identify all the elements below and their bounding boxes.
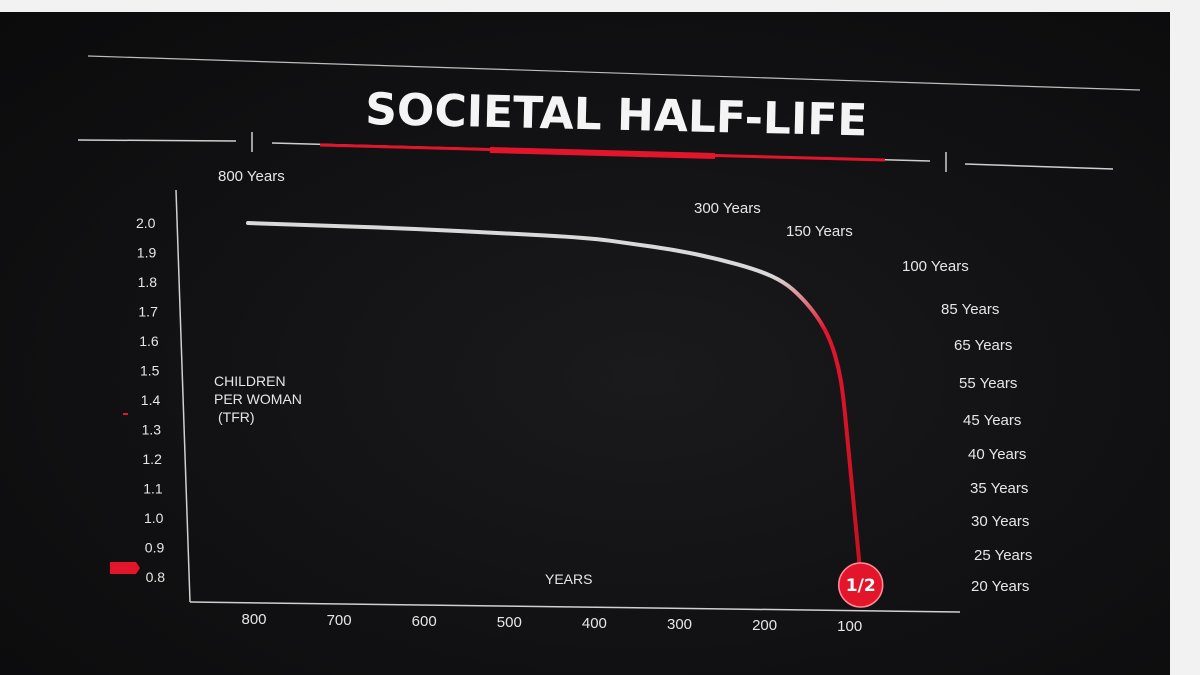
y-axis-label: CHILDREN PER WOMAN (TFR) — [214, 373, 302, 425]
half-life-label: 20 Years — [971, 578, 1029, 595]
y-tick-label: 1.0 — [144, 510, 164, 526]
y-axis-label-line-2: PER WOMAN — [214, 391, 302, 407]
chart-svg: SOCIETAL HALF-LIFE 2.0 1.9 1.8 1.7 1.6 1.5 1.4… — [77, 55, 1141, 635]
x-tick-label: 400 — [582, 615, 607, 632]
screen: SOCIETAL HALF-LIFE 2.0 1.9 1.8 1.7 1.6 1.5 1.4… — [0, 12, 1170, 675]
half-life-marker-circle — [837, 562, 884, 608]
half-life-label: 55 Years — [959, 375, 1017, 392]
x-tick-labels: 800 700 600 500 400 300 200 100 — [241, 611, 862, 635]
half-life-label: 300 Years — [694, 200, 761, 217]
y-tick-label: 1.7 — [138, 304, 158, 320]
y-tick-label: 1.1 — [143, 481, 163, 497]
half-life-marker: 1/2 — [837, 562, 884, 608]
y-tick-label: 2.0 — [136, 215, 156, 231]
half-life-label: 800 Years — [218, 168, 285, 185]
frame-top-rule — [87, 55, 1141, 91]
y-tick-label: 1.5 — [140, 363, 160, 379]
x-tick-label: 800 — [241, 611, 266, 628]
half-life-label: 65 Years — [954, 337, 1012, 354]
y-tick-label: 0.9 — [145, 540, 165, 556]
x-axis-label: YEARS — [545, 571, 592, 587]
half-life-label: 85 Years — [941, 301, 999, 318]
x-tick-label: 700 — [327, 612, 352, 629]
y-small-red-tick — [123, 413, 128, 415]
half-life-label: 100 Years — [902, 258, 969, 275]
x-tick-label: 500 — [497, 614, 522, 631]
x-tick-label: 100 — [837, 618, 862, 635]
y-tick-label: 1.4 — [141, 392, 161, 408]
half-life-label: 45 Years — [963, 412, 1021, 429]
half-life-label: 25 Years — [974, 547, 1032, 564]
y-indicator-marker — [110, 562, 140, 574]
half-life-labels: 800 Years 300 Years 150 Years 100 Years … — [218, 168, 1032, 595]
title-rule-left — [77, 139, 237, 142]
half-life-label: 150 Years — [786, 223, 853, 240]
half-life-label: 35 Years — [970, 480, 1028, 497]
chart-title: SOCIETAL HALF-LIFE — [365, 84, 868, 146]
y-tick-label: 1.6 — [139, 333, 159, 349]
y-tick-label: 1.3 — [142, 422, 162, 438]
title-rule-right — [964, 163, 1114, 170]
x-tick-label: 300 — [667, 616, 692, 633]
y-axis-label-line-3: (TFR) — [218, 409, 255, 425]
half-life-marker-text: 1/2 — [846, 576, 876, 596]
y-axis-label-line-1: CHILDREN — [214, 373, 286, 389]
x-axis-line — [189, 601, 961, 613]
half-life-label: 30 Years — [971, 513, 1029, 530]
y-tick-labels: 2.0 1.9 1.8 1.7 1.6 1.5 1.4 1.3 1.2 1.1 1.0 0.9 0.8 — [136, 215, 165, 585]
y-tick-label: 0.8 — [146, 569, 166, 585]
y-tick-label: 1.9 — [137, 245, 157, 261]
series-line — [246, 221, 863, 579]
half-life-label: 40 Years — [968, 446, 1026, 463]
title-rule-red-bold — [489, 147, 716, 159]
x-tick-label: 600 — [412, 613, 437, 630]
y-tick-label: 1.8 — [138, 274, 158, 290]
y-tick-label: 1.2 — [142, 451, 162, 467]
y-axis-line — [175, 189, 191, 603]
x-tick-label: 200 — [752, 617, 777, 634]
